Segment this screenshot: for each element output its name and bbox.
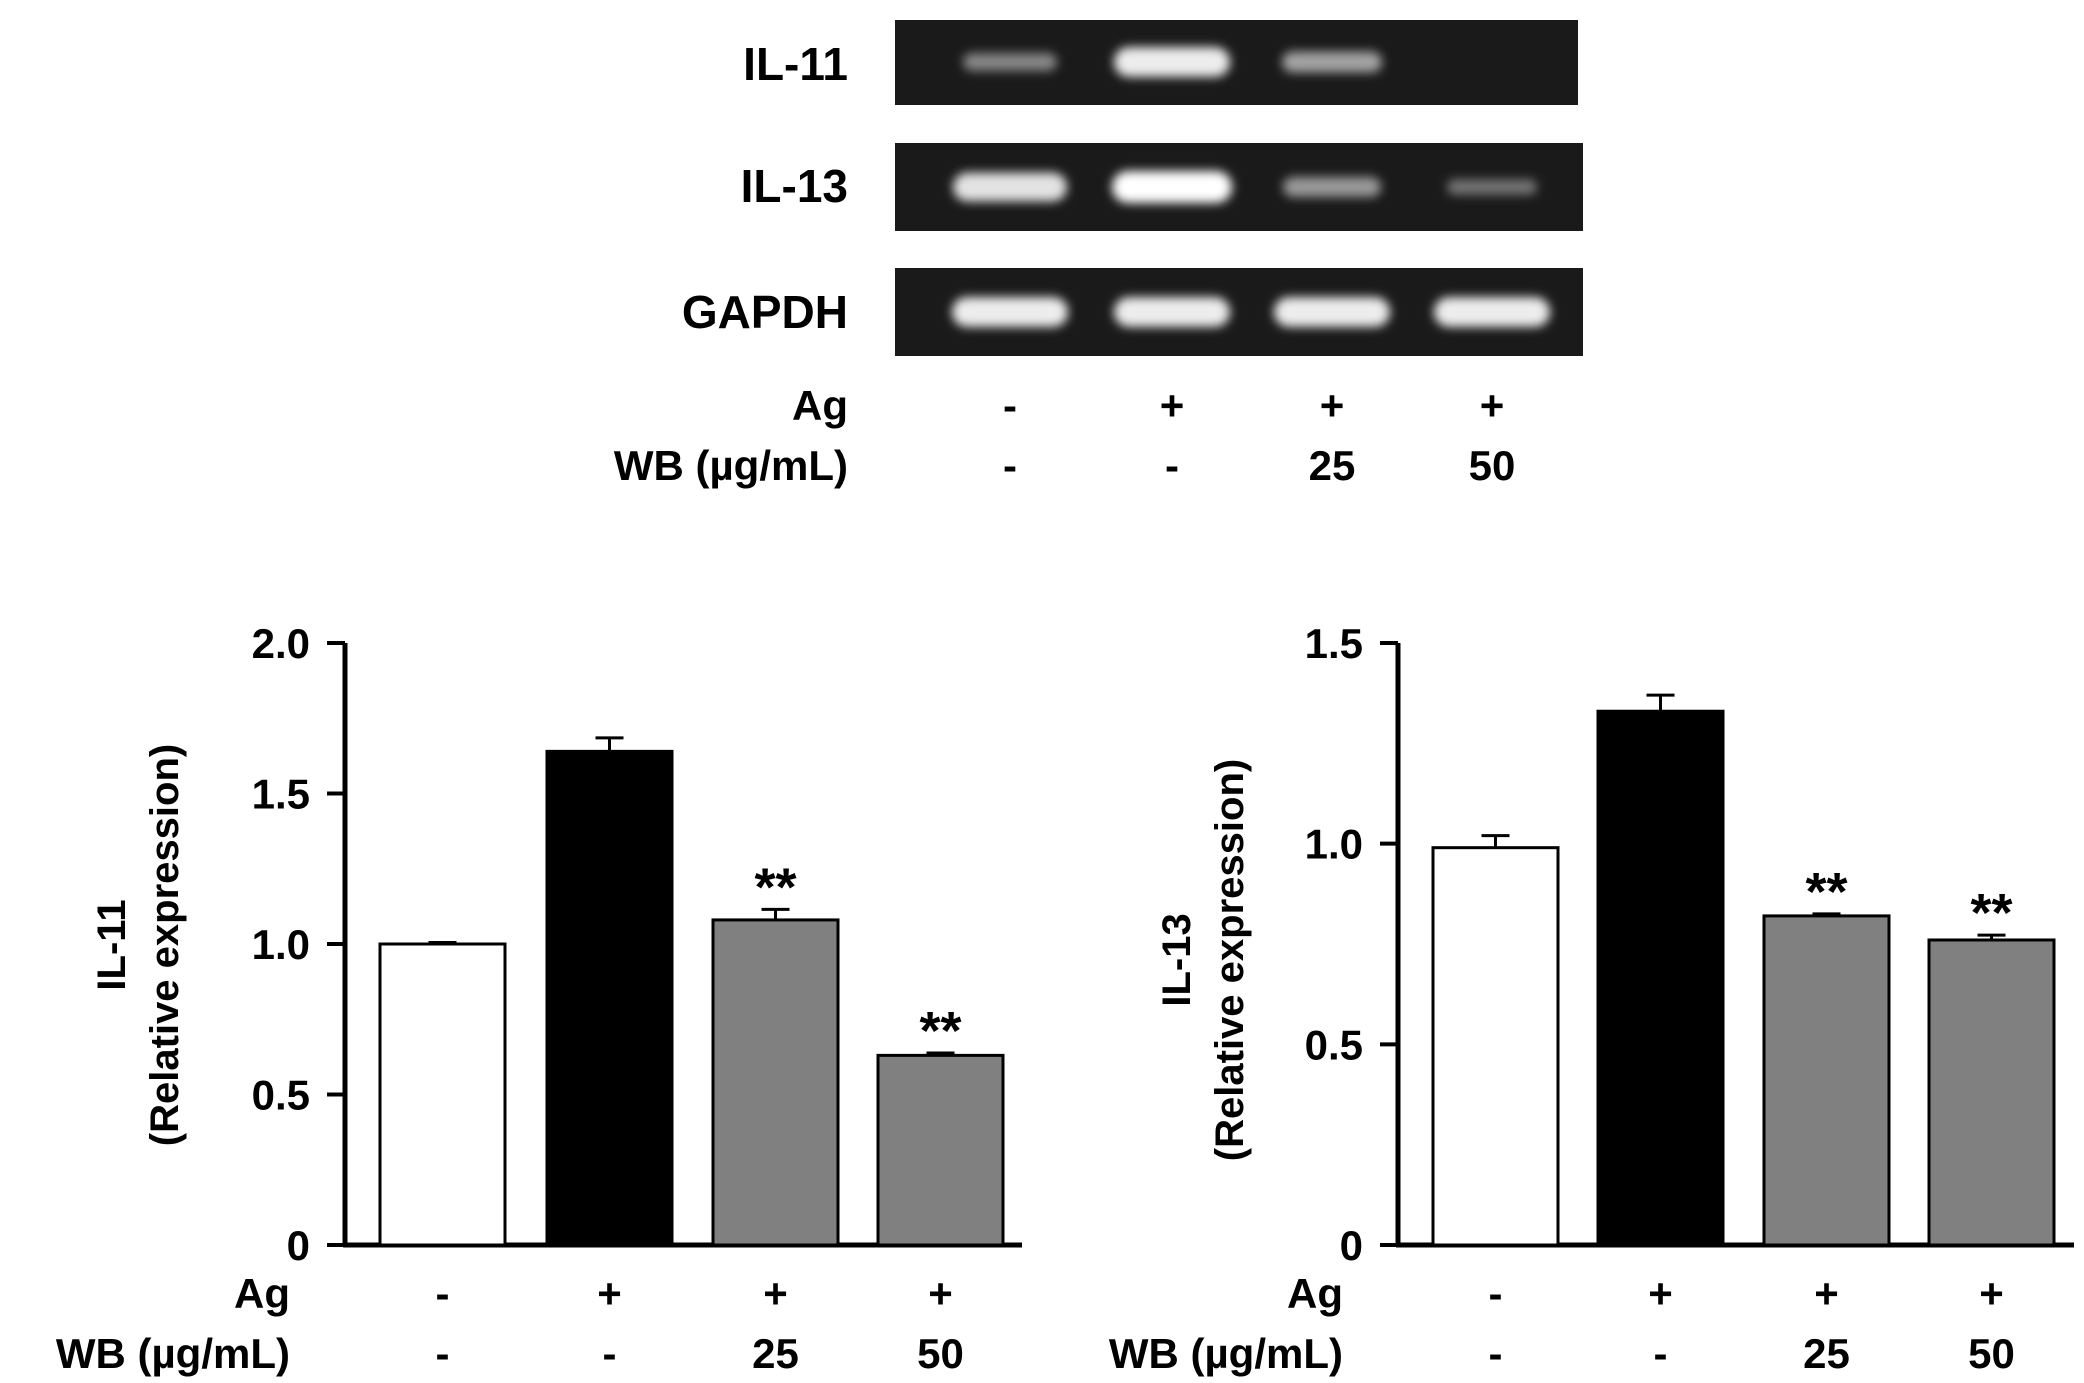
y-tick-label: 2.0	[252, 620, 310, 667]
bar-3	[1762, 914, 1891, 1247]
bar-3	[711, 918, 840, 1247]
chart-il11-ylabel-line1: IL-11	[90, 899, 134, 990]
significance-marker: **	[919, 1001, 961, 1061]
cond-wb-value: 25	[1803, 1330, 1850, 1377]
cond-wb-value: -	[436, 1330, 450, 1377]
gel-cond-wb-1: -	[1003, 442, 1017, 489]
gel-band	[1447, 179, 1537, 195]
gel-panel: IL-11 IL-13 GAPDH Ag WB (µg/mL) - + + + …	[614, 20, 1583, 489]
cond-ag-value: +	[1814, 1270, 1839, 1317]
y-tick-label: 0.5	[252, 1072, 310, 1119]
y-tick-label: 0.5	[1305, 1021, 1363, 1068]
gel-band	[963, 53, 1057, 71]
chart-il11-cond-label-wb: WB (µg/mL)	[56, 1330, 290, 1377]
chart-il13: IL-13 (Relative expression) Ag WB (µg/mL…	[1109, 620, 2074, 1377]
y-tick-label: 0	[1340, 1222, 1363, 1269]
gel-cond-wb-4: 50	[1469, 442, 1516, 489]
gel-band	[1283, 177, 1381, 197]
gel-cond-wb-3: 25	[1309, 442, 1356, 489]
chart-il13-cond-label-wb: WB (µg/mL)	[1109, 1330, 1343, 1377]
gel-row-label-il11: IL-11	[743, 38, 848, 90]
gel-row-label-gapdh: GAPDH	[682, 286, 848, 338]
gel-row-label-il13: IL-13	[741, 160, 848, 212]
bar-2	[545, 749, 674, 1247]
chart-il13-cond-label-ag: Ag	[1287, 1270, 1343, 1317]
gel-cond-label-ag: Ag	[792, 382, 848, 429]
cond-ag-value: +	[1979, 1270, 2004, 1317]
gel-cond-wb-2: -	[1165, 442, 1179, 489]
cond-ag-value: +	[763, 1270, 788, 1317]
cond-wb-value: 50	[917, 1330, 964, 1377]
gel-cond-ag-3: +	[1320, 382, 1345, 429]
y-tick-label: 1.5	[1305, 620, 1363, 667]
significance-marker: **	[1805, 862, 1847, 922]
bar-2	[1596, 709, 1725, 1247]
cond-wb-value: 25	[752, 1330, 799, 1377]
bar-1	[378, 942, 507, 1247]
chart-il13-ylabel-line2: (Relative expression)	[1208, 759, 1252, 1161]
cond-wb-value: -	[1489, 1330, 1503, 1377]
cond-ag-value: +	[597, 1270, 622, 1317]
cond-ag-value: +	[928, 1270, 953, 1317]
cond-ag-value: -	[1489, 1270, 1503, 1317]
bar-1	[1431, 846, 1560, 1247]
significance-marker: **	[1970, 883, 2012, 943]
cond-ag-value: +	[1648, 1270, 1673, 1317]
gel-band	[1114, 297, 1230, 327]
gel-band	[1282, 51, 1382, 73]
cond-wb-value: 50	[1968, 1330, 2015, 1377]
significance-marker: **	[754, 857, 796, 917]
bar-4	[1927, 938, 2056, 1247]
gel-cond-ag-2: +	[1160, 382, 1185, 429]
cond-wb-value: -	[603, 1330, 617, 1377]
gel-band	[952, 297, 1068, 327]
gel-band	[1274, 297, 1390, 327]
chart-il11-ylabel-line2: (Relative expression)	[143, 744, 187, 1146]
y-tick-label: 1.0	[252, 921, 310, 968]
cond-ag-value: -	[436, 1270, 450, 1317]
y-tick-label: 0	[287, 1222, 310, 1269]
y-tick-label: 1.0	[1305, 821, 1363, 868]
gel-band	[953, 172, 1067, 202]
y-tick-label: 1.5	[252, 771, 310, 818]
gel-cond-ag-4: +	[1480, 382, 1505, 429]
chart-il13-ylabel-line1: IL-13	[1155, 913, 1199, 1006]
gel-cond-label-wb: WB (µg/mL)	[614, 442, 848, 489]
bar-4	[876, 1053, 1005, 1247]
gel-band	[1434, 297, 1550, 327]
cond-wb-value: -	[1654, 1330, 1668, 1377]
gel-band	[1114, 47, 1230, 77]
gel-bands	[952, 47, 1550, 327]
chart-il11: IL-11 (Relative expression) Ag WB (µg/mL…	[56, 620, 1022, 1377]
gel-cond-ag-1: -	[1003, 382, 1017, 429]
gel-band	[1112, 171, 1232, 203]
chart-il11-cond-label-ag: Ag	[234, 1270, 290, 1317]
